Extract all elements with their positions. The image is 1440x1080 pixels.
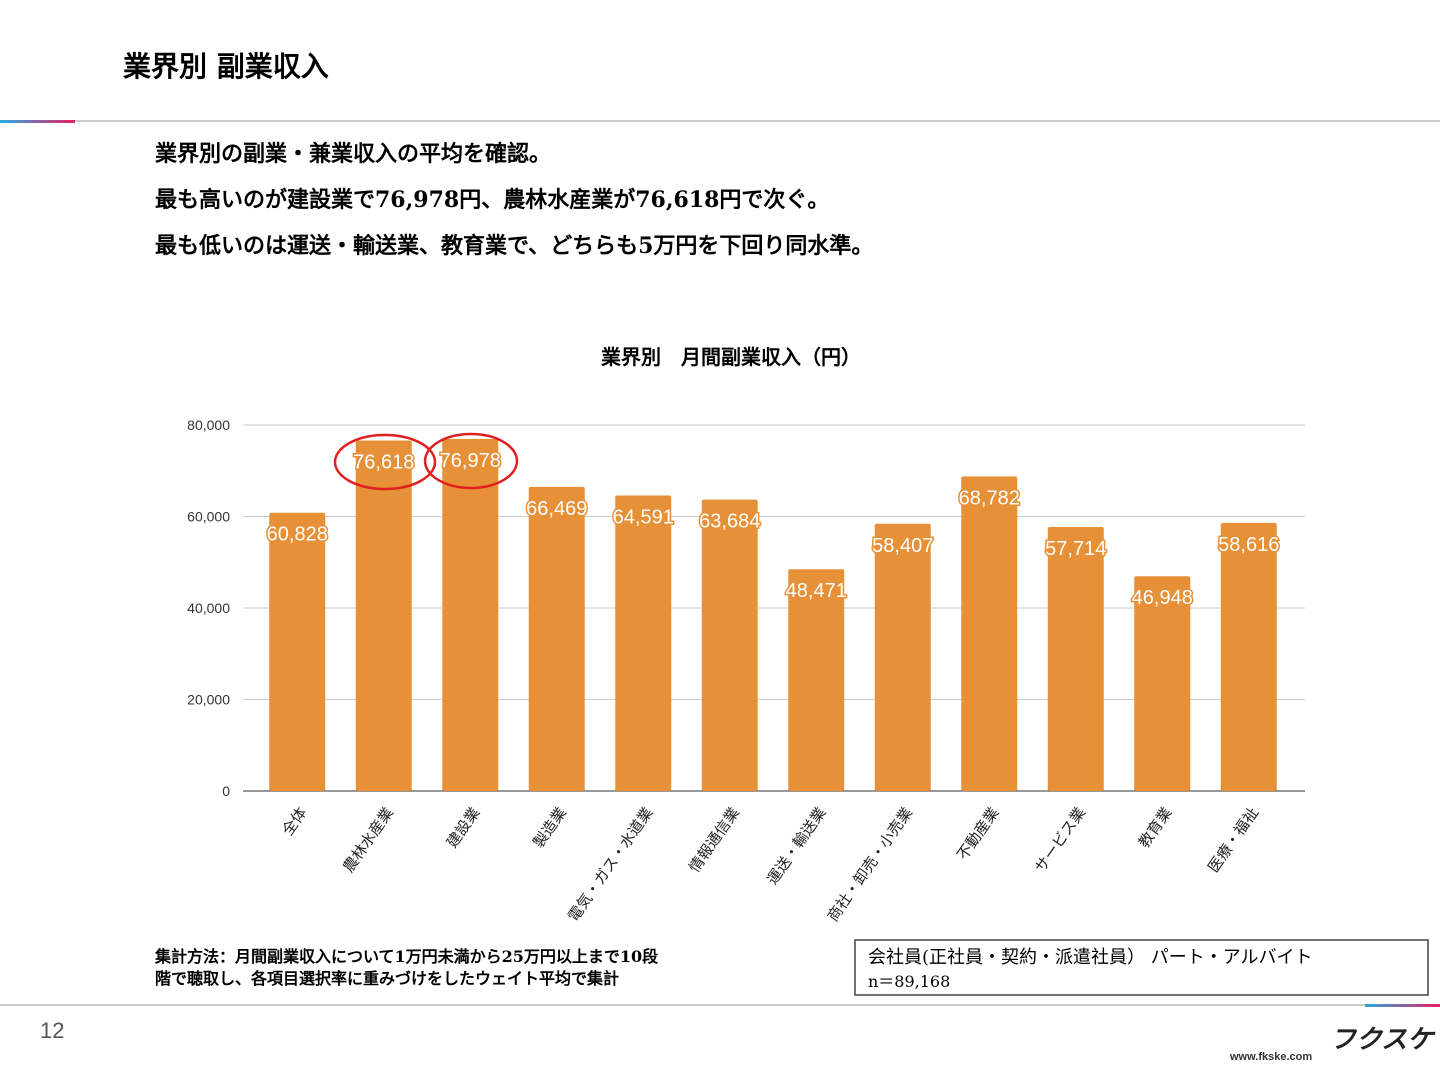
value-label: 76,978 [440, 450, 501, 472]
chart-title: 業界別 月間副業収入（円） [601, 345, 861, 369]
y-tick-label: 40,000 [187, 600, 230, 616]
x-tick-label: 商社・卸売・小売業 [825, 805, 916, 925]
x-tick-label: 不動産業 [954, 805, 1002, 864]
bar [1220, 522, 1277, 791]
bar [1134, 576, 1191, 791]
value-label: 58,407 [872, 535, 933, 557]
body-line: 業界別の副業・兼業収入の平均を確認。 [155, 141, 551, 167]
x-tick-label: 情報通信業 [686, 805, 743, 876]
value-label: 60,828 [267, 524, 328, 546]
page-number: 12 [40, 1018, 64, 1043]
x-tick-label: 農林水産業 [340, 805, 397, 876]
sample-text: 会社員(正社員・契約・派遣社員） パート・アルバイト [868, 947, 1313, 968]
sample-text: n＝89,168 [868, 972, 950, 991]
x-tick-label: サービス業 [1032, 805, 1089, 876]
body-line: 最も低いのは運送・輸送業、教育業で、どちらも5万円を下回り同水準。 [155, 233, 873, 259]
value-label: 76,618 [353, 451, 414, 473]
bar [615, 495, 672, 791]
highlight-circle [333, 433, 437, 491]
x-tick-label: 運送・輸送業 [764, 805, 830, 888]
value-label: 48,471 [786, 580, 847, 602]
value-label: 68,782 [959, 487, 1020, 509]
value-label: 66,469 [526, 498, 587, 520]
value-label: 63,684 [699, 511, 760, 533]
bar [874, 523, 931, 791]
bar [788, 569, 845, 791]
x-tick-label: 製造業 [530, 805, 570, 852]
y-tick-label: 80,000 [187, 417, 230, 433]
x-tick-label: 教育業 [1136, 805, 1176, 852]
body-line: 最も高いのが建設業で76,978円、農林水産業が76,618円で次ぐ。 [155, 187, 829, 213]
bar [528, 486, 585, 791]
sample-box [854, 939, 1429, 996]
x-tick-label: 医療・福祉 [1205, 805, 1262, 876]
footer-accent [1365, 1004, 1440, 1007]
highlight-circle [423, 432, 519, 490]
value-label: 57,714 [1045, 538, 1106, 560]
value-label: 46,948 [1132, 587, 1193, 609]
value-label: 58,616 [1218, 534, 1279, 556]
bar [442, 438, 499, 791]
logo: フクスケ [1330, 1024, 1436, 1054]
note: 集計方法：月間副業収入について1万円未満から25万円以上まで10段 [154, 947, 659, 966]
x-tick-label: 建設業 [444, 805, 484, 852]
slide-title: 業界別 副業収入 [123, 50, 329, 83]
bar [1047, 526, 1104, 791]
bar [701, 499, 758, 791]
bar [961, 476, 1018, 791]
x-tick-label: 全体 [279, 804, 311, 839]
header-accent [0, 120, 75, 123]
x-tick-label: 電気・ガス・水道業 [565, 805, 656, 925]
chart: 0 20,000 40,000 60,000 80,000 60,828 全体 76,618 農… [187, 417, 1305, 925]
bar [269, 512, 326, 791]
note: 階で聴取し、各項目選択率に重みづけをしたウェイト平均で集計 [155, 969, 619, 988]
y-tick-label: 20,000 [187, 692, 230, 708]
y-tick-label: 60,000 [187, 509, 230, 525]
y-tick-label: 0 [222, 783, 230, 799]
url: www.fkske.com [1229, 1051, 1312, 1063]
value-label: 64,591 [613, 506, 674, 528]
bar [355, 440, 412, 791]
